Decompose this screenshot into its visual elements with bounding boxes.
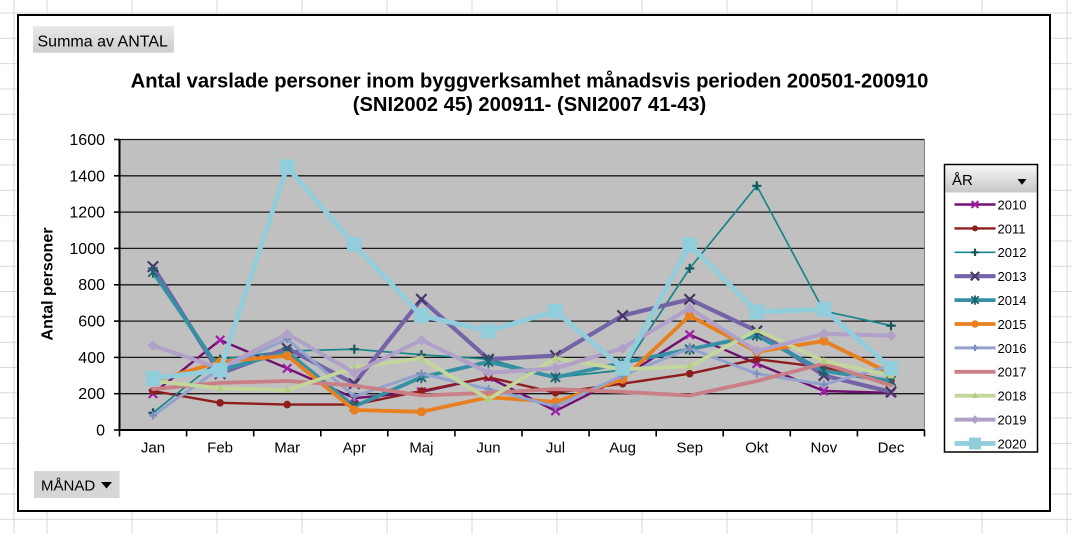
- svg-text:Antal varslade personer inom b: Antal varslade personer inom byggverksam…: [131, 70, 929, 93]
- svg-text:2012: 2012: [998, 245, 1027, 260]
- svg-text:Jul: Jul: [546, 440, 565, 457]
- svg-text:0: 0: [96, 423, 105, 440]
- svg-text:Feb: Feb: [207, 440, 233, 457]
- svg-text:Summa av ANTAL: Summa av ANTAL: [38, 33, 169, 50]
- svg-text:Antal personer: Antal personer: [40, 228, 57, 341]
- svg-text:MÅNAD: MÅNAD: [41, 478, 95, 495]
- svg-text:Mar: Mar: [274, 440, 300, 457]
- svg-text:2011: 2011: [998, 221, 1026, 236]
- svg-text:2014: 2014: [998, 293, 1027, 308]
- svg-text:1400: 1400: [69, 168, 105, 185]
- svg-text:Aug: Aug: [609, 440, 636, 457]
- svg-text:400: 400: [78, 350, 105, 367]
- svg-text:2010: 2010: [998, 197, 1027, 212]
- svg-text:2017: 2017: [998, 365, 1027, 380]
- svg-text:2015: 2015: [998, 317, 1027, 332]
- svg-text:Nov: Nov: [811, 440, 838, 457]
- svg-text:Maj: Maj: [409, 440, 433, 457]
- svg-text:2019: 2019: [998, 413, 1027, 428]
- svg-text:Apr: Apr: [343, 440, 366, 457]
- svg-text:1200: 1200: [69, 205, 105, 222]
- svg-text:Sep: Sep: [676, 440, 703, 457]
- svg-text:600: 600: [78, 314, 105, 331]
- svg-text:Jun: Jun: [476, 440, 500, 457]
- svg-text:1000: 1000: [69, 241, 105, 258]
- svg-text:2016: 2016: [998, 341, 1027, 356]
- svg-text:2013: 2013: [998, 269, 1027, 284]
- svg-text:1600: 1600: [69, 132, 105, 149]
- svg-text:2018: 2018: [998, 389, 1027, 404]
- svg-text:2020: 2020: [998, 436, 1027, 451]
- svg-text:800: 800: [78, 277, 105, 294]
- svg-text:Dec: Dec: [878, 440, 905, 457]
- svg-text:ÅR: ÅR: [952, 172, 973, 189]
- svg-text:Okt: Okt: [745, 440, 769, 457]
- svg-text:Jan: Jan: [141, 440, 165, 457]
- svg-text:(SNI2002 45) 200911- (SNI2007: (SNI2002 45) 200911- (SNI2007 41-43): [353, 94, 707, 116]
- svg-text:200: 200: [78, 386, 105, 403]
